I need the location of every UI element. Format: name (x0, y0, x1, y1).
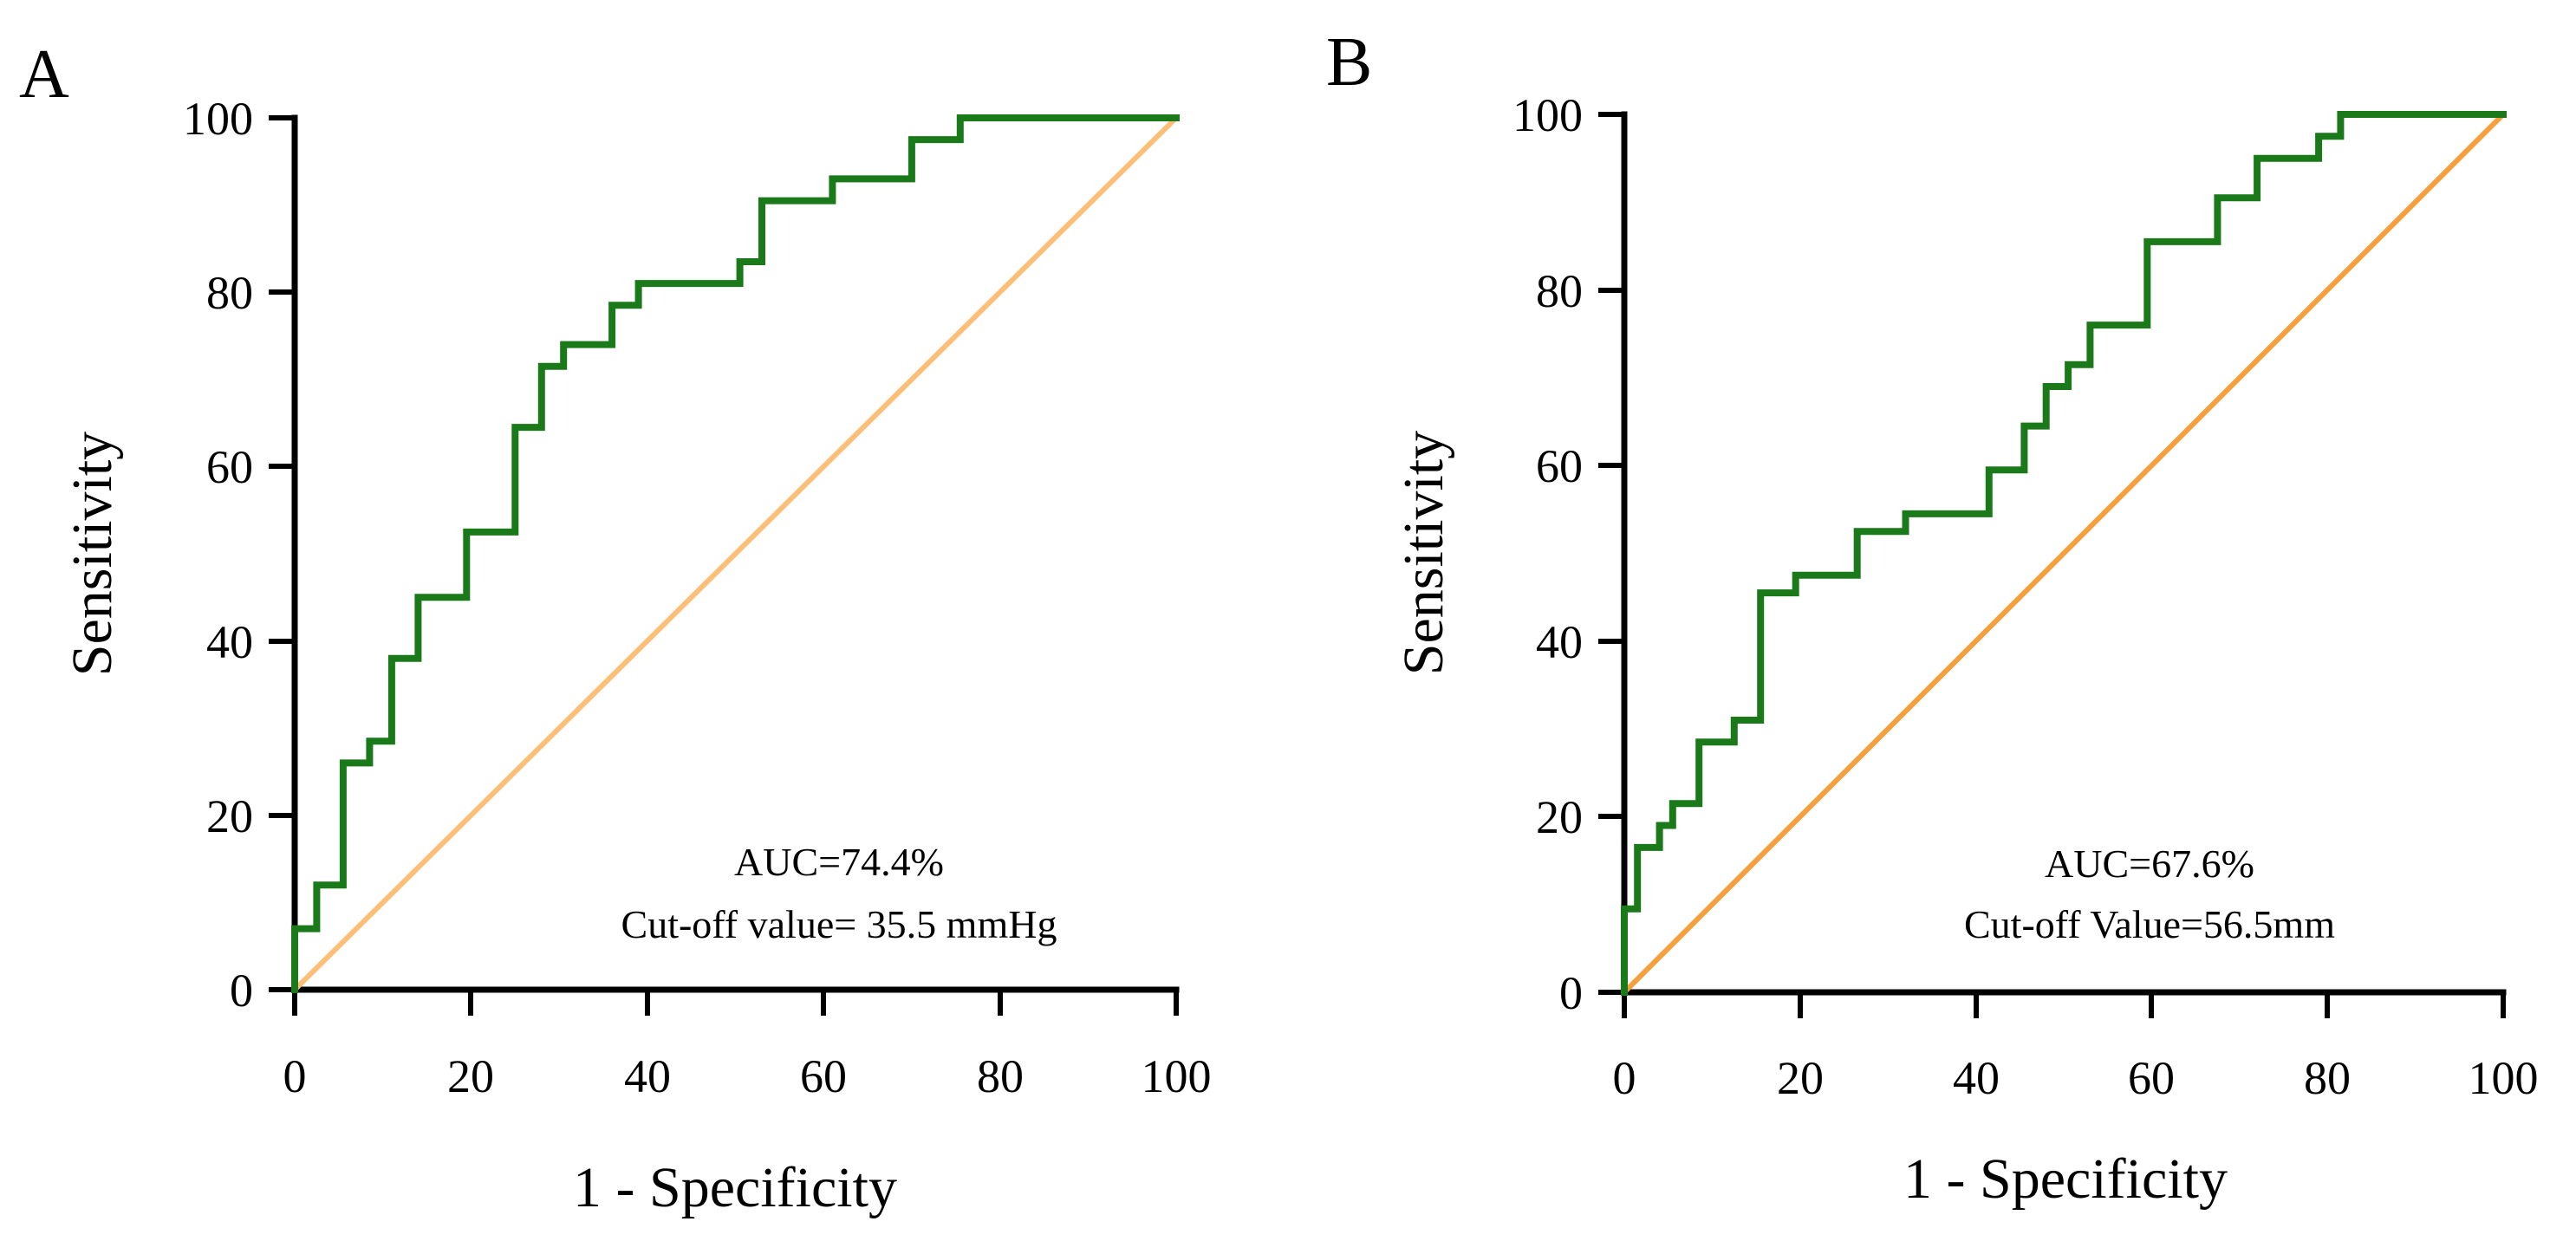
panel-b-xlabel: 1 - Specificity (1903, 1147, 2228, 1211)
panel-a-xtick-40: 40 (624, 1050, 671, 1102)
panel-b-letter: B (1326, 24, 1372, 101)
panel-b: B 100 80 60 40 20 0 Sensitivity 0 (1326, 24, 2539, 1211)
panel-a-xtick-80: 80 (977, 1050, 1024, 1102)
panel-b-xtick-0: 0 (1613, 1052, 1636, 1104)
panel-a-reference-line (292, 115, 1179, 992)
panel-a-ytick-20: 20 (206, 790, 253, 842)
panel-a-letter: A (19, 36, 69, 113)
panel-a-xtick-20: 20 (447, 1050, 494, 1102)
panel-b-reference-line (1622, 112, 2506, 995)
panel-b-ytick-100: 100 (1512, 89, 1583, 141)
panel-a-ytick-80: 80 (206, 267, 253, 319)
panel-b-xtick-40: 40 (1953, 1052, 2000, 1104)
panel-a: A 100 80 60 40 20 0 Sensitivity 0 (19, 36, 1212, 1219)
panel-b-ytick-20: 20 (1536, 791, 1583, 843)
panel-a-ylabel: Sensitivity (61, 432, 124, 676)
panel-a-auc-label: AUC=74.4% (734, 840, 944, 884)
panel-b-ylabel: Sensitivity (1392, 431, 1455, 675)
panel-b-x-axis: 0 20 40 60 80 100 1 - Specificity (1613, 989, 2539, 1211)
panel-b-ytick-80: 80 (1536, 265, 1583, 317)
panel-b-xtick-20: 20 (1777, 1052, 1824, 1104)
panel-a-ytick-40: 40 (206, 616, 253, 668)
panel-a-roc-curve (291, 114, 1180, 993)
panel-a-ytick-0: 0 (230, 965, 253, 1017)
panel-a-xtick-100: 100 (1142, 1050, 1212, 1102)
panel-b-ytick-0: 0 (1559, 967, 1583, 1019)
panel-b-y-axis: 100 80 60 40 20 0 Sensitivity (1392, 89, 1628, 1019)
panel-a-y-axis: 100 80 60 40 20 0 Sensitivity (61, 93, 298, 1017)
panel-b-xtick-100: 100 (2469, 1052, 2539, 1104)
panel-a-ytick-100: 100 (183, 93, 253, 145)
panel-a-cutoff-label: Cut-off value= 35.5 mmHg (621, 902, 1057, 946)
panel-b-ytick-60: 60 (1536, 440, 1583, 492)
panel-a-xtick-60: 60 (800, 1050, 847, 1102)
panel-b-ytick-40: 40 (1536, 616, 1583, 668)
panel-a-ytick-60: 60 (206, 441, 253, 493)
panel-a-xlabel: 1 - Specificity (573, 1156, 897, 1219)
panel-b-roc-curve (1621, 111, 2507, 996)
panel-a-xtick-0: 0 (283, 1050, 307, 1102)
panel-a-x-axis: 0 20 40 60 80 100 1 - Specificity (283, 986, 1212, 1219)
panel-b-xtick-80: 80 (2304, 1052, 2351, 1104)
panel-b-xtick-60: 60 (2128, 1052, 2175, 1104)
panel-b-auc-label: AUC=67.6% (2045, 841, 2254, 886)
panel-b-cutoff-label: Cut-off Value=56.5mm (1964, 902, 2335, 946)
